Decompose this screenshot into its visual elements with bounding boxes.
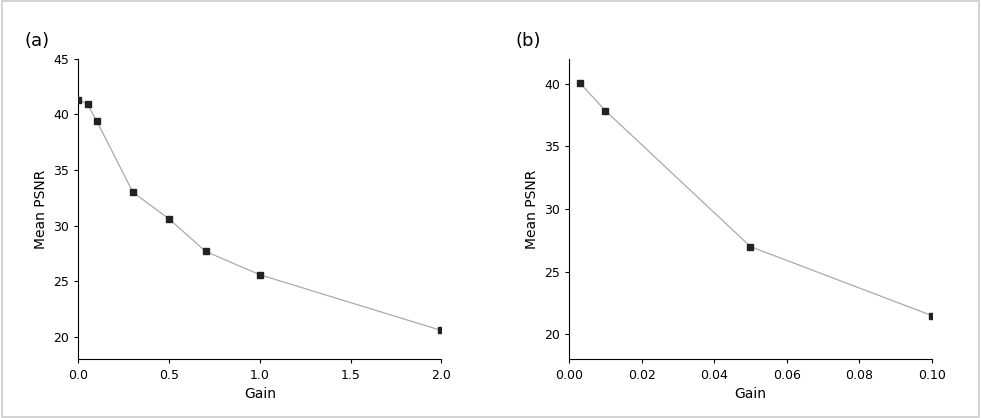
Text: (a): (a) [25, 32, 50, 50]
Y-axis label: Mean PSNR: Mean PSNR [525, 169, 539, 249]
Y-axis label: Mean PSNR: Mean PSNR [34, 169, 48, 249]
X-axis label: Gain: Gain [735, 387, 766, 401]
Text: (b): (b) [515, 32, 541, 50]
X-axis label: Gain: Gain [244, 387, 276, 401]
